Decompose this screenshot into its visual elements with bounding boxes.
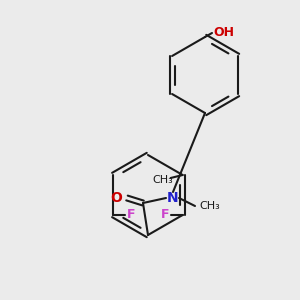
Text: CH₃: CH₃ xyxy=(199,201,220,211)
Text: F: F xyxy=(160,208,169,221)
Text: F: F xyxy=(127,208,136,221)
Text: OH: OH xyxy=(213,26,234,38)
Text: N: N xyxy=(167,191,179,205)
Text: CH₃: CH₃ xyxy=(152,175,173,185)
Text: O: O xyxy=(110,191,122,205)
